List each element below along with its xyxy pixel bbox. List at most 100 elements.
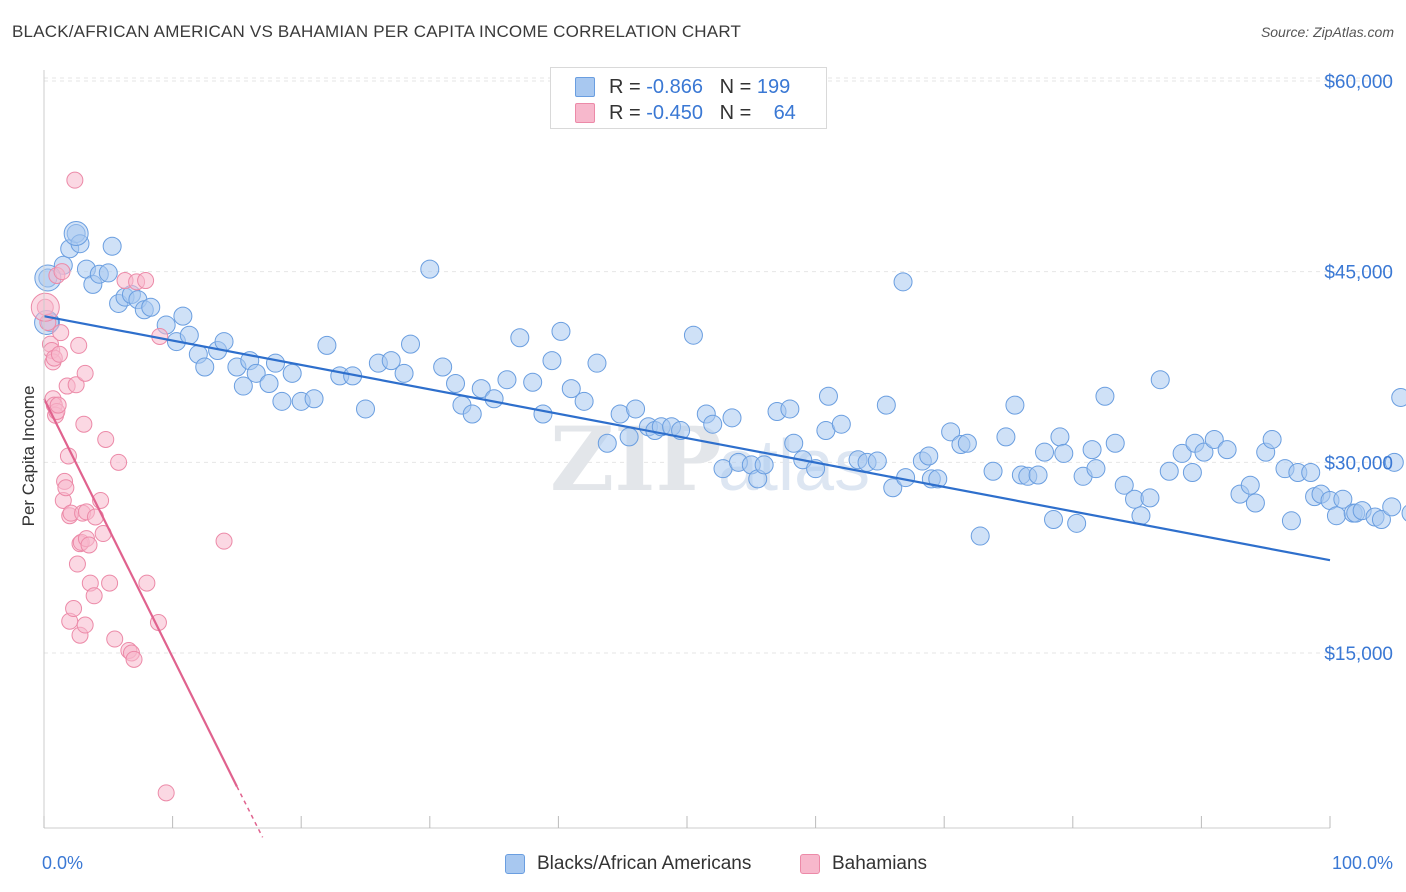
blacks-point: [867, 451, 887, 471]
x-tick-label-max: 100.0%: [1332, 853, 1393, 873]
bahamians-point: [138, 574, 156, 592]
blacks-point: [401, 334, 421, 354]
blacks-legend-label: Blacks/African Americans: [537, 853, 752, 874]
blacks-point: [1114, 475, 1134, 495]
blacks-point: [1005, 395, 1025, 415]
legend-n-label: N =: [719, 101, 752, 124]
bahamians-point: [110, 453, 128, 471]
blacks-point: [722, 408, 742, 428]
blacks-point: [542, 351, 562, 371]
y-tick-label: $60,000: [1324, 72, 1393, 93]
blacks-point: [1140, 488, 1160, 508]
blacks-point: [1382, 497, 1402, 517]
correlation-legend: R = -0.866 N = 199 R = -0.450 N = 64: [550, 67, 827, 129]
bahamians-series-points: [30, 171, 233, 802]
blacks-point: [957, 433, 977, 453]
bahamians-point: [125, 650, 143, 668]
blacks-point: [970, 526, 990, 546]
blacks-point: [381, 351, 401, 371]
blacks-point: [510, 328, 530, 348]
bahamians-point: [49, 396, 67, 414]
blacks-point: [1150, 370, 1170, 390]
blacks-point: [941, 422, 961, 442]
bahamians-point: [85, 587, 103, 605]
bahamians-point: [68, 555, 86, 573]
blacks-point: [1095, 386, 1115, 406]
blacks-point: [246, 363, 266, 383]
blacks-point: [1281, 511, 1301, 531]
bahamians-point-large: [30, 292, 60, 322]
blacks-point: [784, 433, 804, 453]
blacks-point: [1159, 461, 1179, 481]
legend-r-label: R =: [609, 101, 641, 124]
bahamians-point: [137, 272, 155, 290]
blacks-point: [1035, 442, 1055, 462]
blacks-point: [1391, 388, 1406, 407]
blacks-point: [1245, 493, 1265, 513]
blacks-point: [523, 372, 543, 392]
source-label: Source: ZipAtlas.com: [1260, 24, 1394, 40]
blacks-point: [1182, 462, 1202, 482]
blacks-point: [574, 391, 594, 411]
blacks-point: [1401, 505, 1406, 522]
blacks-point: [446, 374, 466, 394]
blacks-point: [1028, 465, 1048, 485]
legend-n-value: 64: [773, 101, 796, 124]
blacks-series-points: [34, 221, 1406, 546]
blacks-point: [597, 433, 617, 453]
legend-row-bahamians: R = -0.450 N = 64: [575, 101, 796, 125]
legend-n-label: N =: [719, 75, 752, 98]
blacks-point: [754, 455, 774, 475]
x-tick-label-min: 0.0%: [42, 853, 83, 873]
bahamians-swatch: [575, 103, 595, 123]
blacks-point: [831, 414, 851, 434]
bahamians-point: [76, 616, 94, 634]
bahamians-point: [157, 784, 175, 802]
y-axis-label: Per Capita Income: [19, 386, 38, 527]
blacks-point: [484, 389, 504, 409]
bahamians-point: [65, 600, 83, 618]
blacks-point: [996, 427, 1016, 447]
blacks-point: [1082, 440, 1102, 460]
legend-n-value: 199: [756, 75, 791, 98]
blacks-point: [876, 395, 896, 415]
blacks-point: [141, 297, 161, 317]
blacks-point: [433, 357, 453, 377]
blacks-point: [173, 306, 193, 326]
blacks-point: [420, 259, 440, 279]
blacks-point: [619, 427, 639, 447]
blacks-point: [1194, 442, 1214, 462]
blacks-point: [1105, 433, 1125, 453]
blacks-point: [98, 263, 118, 283]
blacks-point: [272, 391, 292, 411]
blacks-point: [1333, 489, 1353, 509]
trend-lines: [43, 315, 1331, 838]
y-tick-label: $30,000: [1324, 453, 1393, 474]
bahamians-point: [70, 336, 88, 354]
blacks-point: [1301, 462, 1321, 482]
blacks-point: [1384, 452, 1404, 472]
blacks-point: [214, 332, 234, 352]
watermark-zip: ZIP: [550, 407, 722, 511]
bahamians-point: [52, 324, 70, 342]
bahamians-point: [76, 364, 94, 382]
bahamians-point: [215, 532, 233, 550]
bahamians-point: [67, 376, 85, 394]
y-tick-label: $15,000: [1324, 644, 1393, 665]
blacks-point: [1262, 429, 1282, 449]
blacks-point: [1172, 443, 1192, 463]
legend-row-blacks: R = -0.866 N = 199: [575, 75, 790, 99]
blacks-swatch: [575, 77, 595, 97]
blacks-point: [282, 363, 302, 383]
bahamians-point: [97, 430, 115, 448]
bahamians-point: [53, 263, 71, 281]
blacks-point: [983, 461, 1003, 481]
bottom-legend-blacks: Blacks/African Americans: [505, 852, 751, 876]
blacks-point: [551, 321, 571, 341]
blacks-point: [1371, 510, 1391, 530]
axes: [43, 70, 1331, 829]
chart-title: BLACK/AFRICAN AMERICAN VS BAHAMIAN PER C…: [12, 22, 742, 41]
blacks-point: [102, 236, 122, 256]
blacks-point: [1326, 506, 1346, 526]
